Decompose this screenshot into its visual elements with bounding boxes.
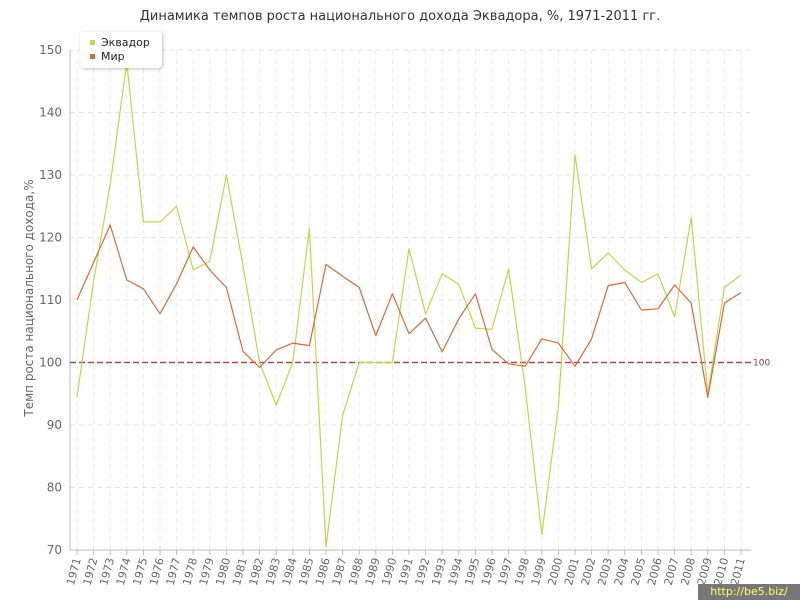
y-tick-label: 130	[39, 168, 62, 182]
x-tick-labels: 1971197219731974197519761977197819791980…	[64, 556, 748, 586]
legend-label-ecuador: Эквадор	[101, 36, 150, 49]
series-line-ecuador[interactable]	[76, 61, 742, 548]
y-tick-label: 120	[39, 231, 62, 245]
y-tick-label: 140	[39, 106, 62, 120]
y-tick-label: 110	[39, 293, 62, 307]
y-axis-title: Темп роста национального дохода,%	[22, 179, 36, 417]
x-tick-label: 2011	[728, 556, 748, 586]
legend-swatch-world	[90, 53, 95, 59]
watermark-link[interactable]: http://be5.biz/	[698, 584, 800, 600]
y-tick-label: 90	[47, 418, 62, 432]
legend-label-world: Мир	[101, 50, 125, 63]
legend-item-world[interactable]: Мир	[90, 50, 125, 64]
y-tick-label: 150	[39, 43, 62, 57]
chart-title: Динамика темпов роста национального дохо…	[139, 9, 661, 24]
y-tick-labels: 70 80 90 100 110 120 130 140 150	[39, 43, 62, 557]
y-tick-label: 70	[47, 543, 62, 557]
series-lines	[76, 61, 742, 548]
legend-swatch-ecuador	[90, 39, 95, 45]
legend-item-ecuador[interactable]: Эквадор	[90, 36, 150, 50]
reference-line-group: 100	[70, 359, 770, 369]
axes	[69, 50, 751, 555]
y-tick-label: 80	[47, 481, 62, 495]
y-tick-label: 100	[39, 356, 62, 370]
legend[interactable]: Эквадор Мир	[80, 32, 162, 68]
reference-line-label: 100	[753, 359, 770, 369]
series-line-world[interactable]	[76, 224, 742, 399]
